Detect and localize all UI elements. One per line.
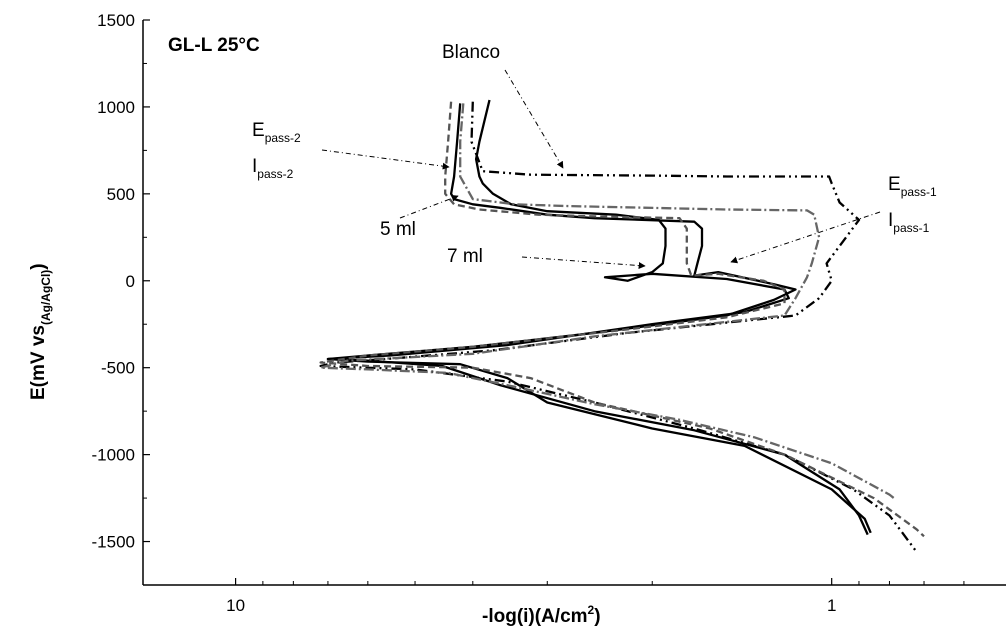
label-epass1: Epass-1 bbox=[888, 174, 937, 199]
label-blanco: Blanco bbox=[442, 42, 500, 63]
annotation-arrows bbox=[321, 69, 881, 270]
y-tick-label: -1000 bbox=[92, 446, 135, 465]
y-tick-label: 1000 bbox=[97, 98, 135, 117]
label-5ml: 5 ml bbox=[380, 219, 416, 240]
label-epass2: Epass-2 bbox=[252, 120, 301, 145]
x-tick-label: 10 bbox=[226, 596, 245, 615]
label-ipass2: Ipass-2 bbox=[252, 156, 294, 181]
series-line-5 bbox=[319, 103, 897, 501]
chart-title: GL-L 25°C bbox=[168, 35, 260, 56]
series-line-4 bbox=[319, 101, 925, 538]
blanco-arrow bbox=[504, 69, 564, 169]
series-line-1 bbox=[319, 101, 918, 553]
series-line-2 bbox=[326, 103, 869, 536]
axes: -1500 -1000 -500 0 500 1000 1500 10 1 bbox=[92, 11, 1006, 615]
ml7-arrow bbox=[521, 256, 646, 270]
y-tick-label: 1500 bbox=[97, 11, 135, 30]
epass2-arrow bbox=[321, 149, 450, 170]
y-tick-label: -1500 bbox=[92, 533, 135, 552]
y-tick-label: 0 bbox=[126, 272, 135, 291]
ml5-arrow bbox=[399, 194, 459, 219]
x-axis-title: -log(i)(A/cm2) bbox=[482, 603, 601, 627]
y-tick-label: 500 bbox=[107, 185, 135, 204]
label-ipass1: Ipass-1 bbox=[888, 210, 930, 235]
label-7ml: 7 ml bbox=[447, 246, 483, 267]
series-layer bbox=[319, 99, 925, 553]
y-axis-title: E(mV vs(Ag/AgCl)) bbox=[28, 263, 53, 400]
pass1-arrow bbox=[730, 211, 881, 264]
x-tick-label: 1 bbox=[827, 596, 836, 615]
y-tick-label: -500 bbox=[101, 359, 135, 378]
